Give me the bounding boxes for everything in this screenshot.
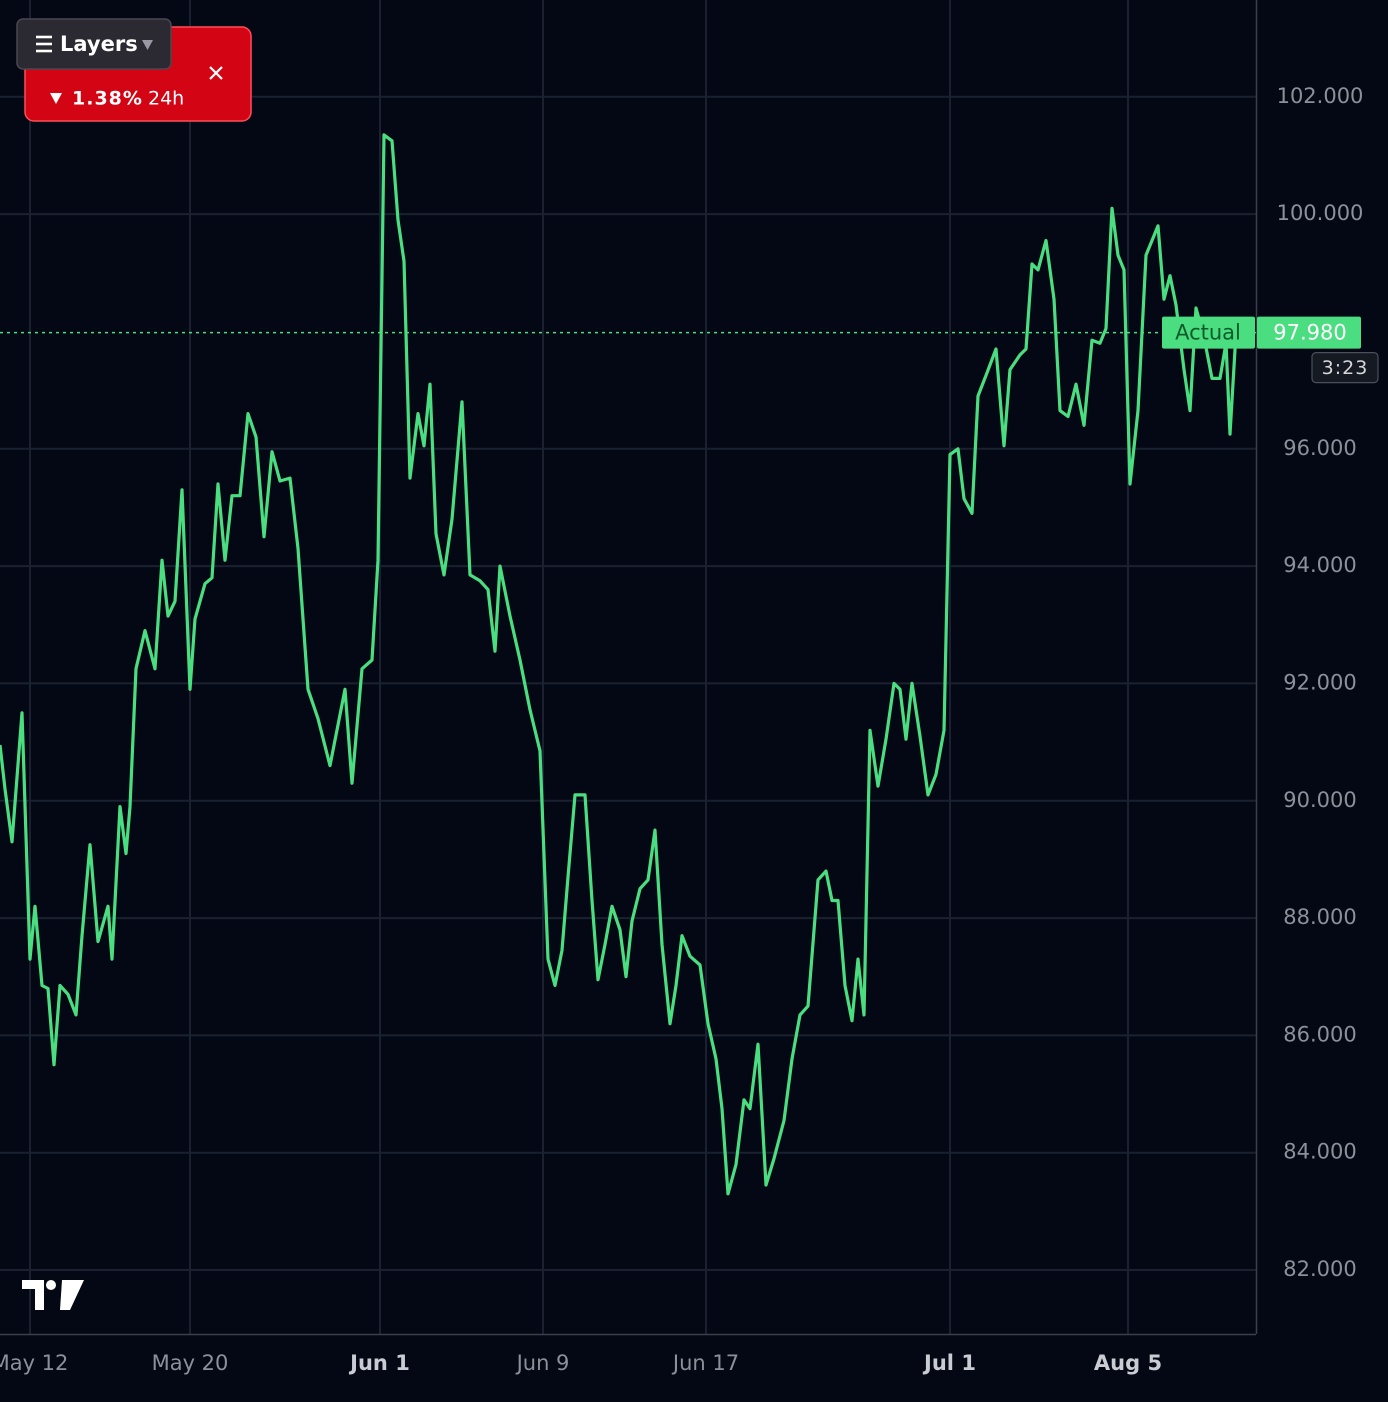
x-tick-label: Jun 9 (515, 1351, 570, 1375)
y-tick-label: 86.000 (1283, 1022, 1356, 1046)
grid (0, 0, 1256, 1334)
x-tick-label: Aug 5 (1094, 1351, 1162, 1375)
x-tick-label: Jul 1 (922, 1351, 976, 1375)
y-tick-label: 102.000 (1277, 84, 1364, 108)
price-line (0, 133, 1238, 1196)
plot-area (0, 133, 1256, 1196)
countdown: 3:23 (1322, 357, 1369, 379)
y-tick-label: 82.000 (1283, 1257, 1356, 1281)
y-tick-label: 88.000 (1283, 905, 1356, 929)
y-tick-label: 90.000 (1283, 788, 1356, 812)
change-percent: 1.38% (72, 88, 143, 110)
close-button[interactable] (209, 66, 223, 80)
y-tick-label: 96.000 (1283, 436, 1356, 460)
y-tick-label: 92.000 (1283, 670, 1356, 694)
x-tick-label: Jun 1 (348, 1351, 410, 1375)
down-arrow (50, 93, 62, 104)
price-label-box (1257, 316, 1361, 349)
countdown-box (1311, 352, 1379, 384)
layers-button[interactable]: Layers (16, 18, 172, 70)
y-tick-label: 84.000 (1283, 1140, 1356, 1164)
layers-label: Layers (60, 32, 138, 56)
logo (22, 1280, 84, 1310)
change-period: 24h (148, 88, 184, 110)
x-tick-label: Jun 17 (671, 1351, 739, 1375)
x-tick-label: May 20 (152, 1351, 229, 1375)
x-tick-label: May 12 (0, 1351, 68, 1375)
layers-background (16, 18, 172, 70)
y-tick-label: 100.000 (1277, 201, 1364, 225)
series-label-box (1162, 316, 1255, 349)
menu-icon (36, 35, 52, 53)
series-label: Actual (1175, 321, 1241, 345)
y-tick-label: 94.000 (1283, 553, 1356, 577)
axis-labels: 82.000 84.000 86.000 88.000 90.000 92.000 94.0… (0, 84, 1379, 1375)
dropdown-arrow (142, 40, 153, 50)
price-label: 97.980 (1273, 321, 1346, 345)
